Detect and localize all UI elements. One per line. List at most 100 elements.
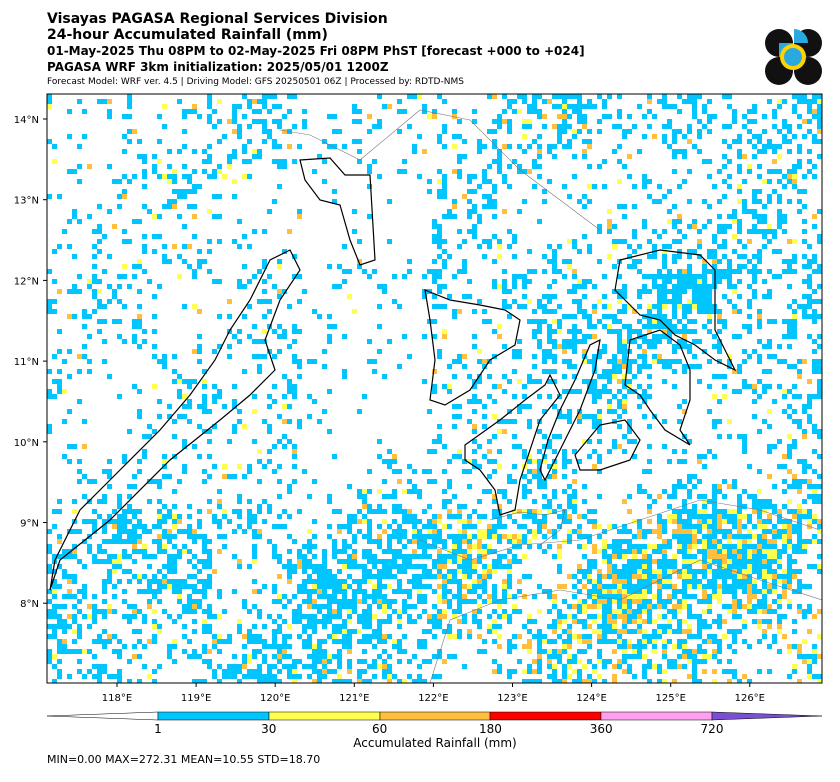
- rain-cell: [582, 544, 587, 549]
- rain-cell: [557, 504, 562, 509]
- rain-cell: [667, 364, 672, 369]
- rain-cell: [407, 594, 412, 599]
- rain-cell: [267, 539, 272, 544]
- rain-cell: [752, 524, 757, 529]
- rain-cell: [87, 214, 92, 219]
- rain-cell: [397, 549, 402, 554]
- rain-cell: [207, 154, 212, 159]
- rain-cell: [682, 369, 687, 374]
- rain-cell: [732, 139, 737, 144]
- rain-cell: [182, 549, 187, 554]
- rain-cell: [502, 419, 507, 424]
- rain-cell: [627, 174, 632, 179]
- rain-cell: [547, 509, 552, 514]
- rain-cell: [337, 584, 342, 589]
- rain-cell: [252, 554, 257, 559]
- rain-cell: [707, 99, 712, 104]
- rain-cell: [442, 564, 447, 569]
- rain-cell: [502, 284, 507, 289]
- rain-cell: [582, 624, 587, 629]
- rain-cell: [772, 504, 777, 509]
- rain-cell: [52, 654, 57, 659]
- rain-cell: [87, 334, 92, 339]
- rain-cell: [632, 574, 637, 579]
- rain-cell: [477, 539, 482, 544]
- rain-cell: [247, 609, 252, 614]
- rain-cell: [132, 384, 137, 389]
- rain-cell: [522, 594, 527, 599]
- rain-cell: [657, 284, 662, 289]
- rain-cell: [717, 649, 722, 654]
- rain-cell: [272, 554, 277, 559]
- rain-cell: [162, 174, 167, 179]
- rain-cell: [642, 629, 647, 634]
- rain-cell: [417, 494, 422, 499]
- rain-cell: [302, 289, 307, 294]
- rain-cell: [282, 114, 287, 119]
- rain-cell: [572, 324, 577, 329]
- rain-cell: [787, 239, 792, 244]
- rain-cell: [677, 249, 682, 254]
- rain-cell: [77, 634, 82, 639]
- rain-cell: [457, 504, 462, 509]
- rain-cell: [297, 614, 302, 619]
- rain-cell: [577, 649, 582, 654]
- rain-cell: [617, 574, 622, 579]
- rain-cell: [457, 134, 462, 139]
- rain-cell: [657, 614, 662, 619]
- rain-cell: [457, 584, 462, 589]
- rain-cell: [327, 389, 332, 394]
- rain-cell: [762, 544, 767, 549]
- rain-cell: [157, 579, 162, 584]
- rain-cell: [707, 579, 712, 584]
- rain-cell: [697, 614, 702, 619]
- rain-cell: [407, 589, 412, 594]
- rain-cell: [252, 624, 257, 629]
- rain-cell: [377, 594, 382, 599]
- rain-cell: [237, 419, 242, 424]
- rain-cell: [747, 384, 752, 389]
- rain-cell: [467, 229, 472, 234]
- rain-cell: [422, 544, 427, 549]
- rain-cell: [617, 379, 622, 384]
- rain-cell: [597, 414, 602, 419]
- rain-cell: [362, 624, 367, 629]
- rain-cell: [182, 609, 187, 614]
- rain-cell: [292, 354, 297, 359]
- rain-cell: [127, 509, 132, 514]
- rain-cell: [777, 214, 782, 219]
- rain-cell: [642, 184, 647, 189]
- rain-cell: [97, 559, 102, 564]
- rain-cell: [142, 554, 147, 559]
- rain-cell: [327, 619, 332, 624]
- rain-cell: [807, 479, 812, 484]
- rain-cell: [592, 519, 597, 524]
- rain-cell: [462, 614, 467, 619]
- rain-cell: [592, 464, 597, 469]
- rain-cell: [757, 619, 762, 624]
- rain-cell: [107, 554, 112, 559]
- rain-cell: [437, 289, 442, 294]
- rain-cell: [182, 189, 187, 194]
- rain-cell: [527, 144, 532, 149]
- rain-cell: [697, 634, 702, 639]
- rain-cell: [657, 634, 662, 639]
- rain-cell: [622, 579, 627, 584]
- rain-cell: [657, 309, 662, 314]
- rain-cell: [192, 529, 197, 534]
- rain-cell: [762, 619, 767, 624]
- rain-cell: [262, 639, 267, 644]
- rain-cell: [222, 544, 227, 549]
- rain-cell: [797, 479, 802, 484]
- rain-cell: [182, 164, 187, 169]
- rain-cell: [702, 649, 707, 654]
- rain-cell: [807, 604, 812, 609]
- rain-cell: [217, 549, 222, 554]
- rain-cell: [782, 319, 787, 324]
- rain-cell: [472, 449, 477, 454]
- rain-cell: [662, 364, 667, 369]
- rain-cell: [732, 589, 737, 594]
- rain-cell: [632, 584, 637, 589]
- rain-cell: [622, 524, 627, 529]
- rain-cell: [672, 349, 677, 354]
